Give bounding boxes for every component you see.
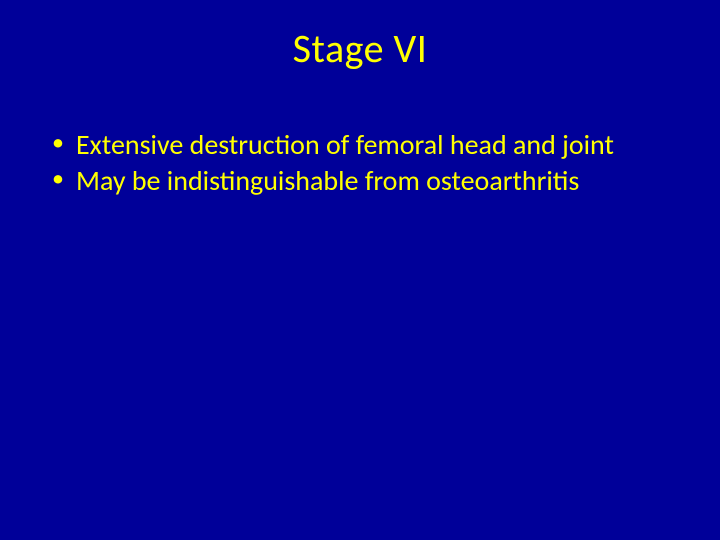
list-item: Extensive destruction of femoral head an… [48,128,672,162]
bullet-list: Extensive destruction of femoral head an… [48,128,672,200]
list-item: May be indistinguishable from osteoarthr… [48,164,672,198]
slide-title: Stage VI [0,24,720,73]
